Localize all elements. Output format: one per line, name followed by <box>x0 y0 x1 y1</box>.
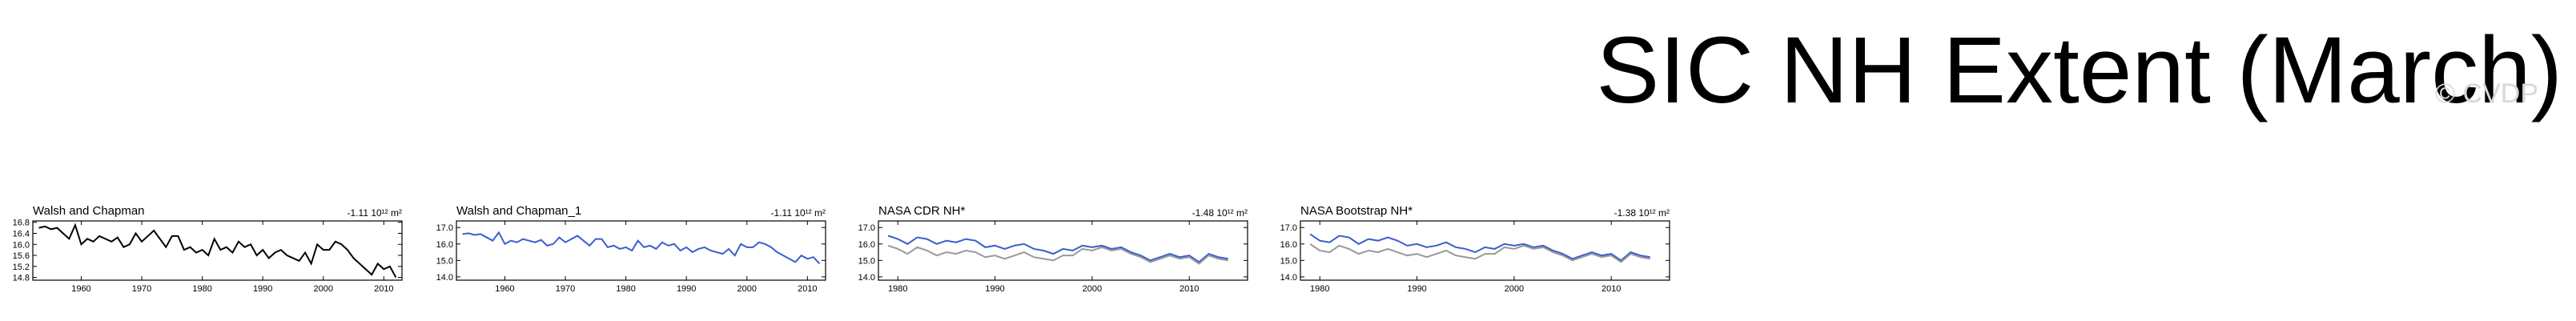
y-tick-label: 17.0 <box>858 223 875 233</box>
y-tick-label: 15.0 <box>436 256 453 266</box>
x-tick-label: 1960 <box>71 284 90 294</box>
data-line <box>38 223 397 279</box>
panel-title: Walsh and Chapman <box>33 204 145 218</box>
y-tick-label: 15.6 <box>13 251 30 261</box>
y-tick-label: 14.8 <box>13 274 30 283</box>
trend-annotation: -1.11 10¹² m² <box>348 207 402 219</box>
data-line <box>887 235 1228 263</box>
y-tick-label: 16.0 <box>436 240 453 250</box>
watermark: © CVDP <box>2435 78 2538 109</box>
plot-frame <box>878 220 1248 281</box>
x-tick-label: 2010 <box>798 284 817 294</box>
x-tick-label: 1970 <box>556 284 575 294</box>
x-tick-label: 2000 <box>1083 284 1102 294</box>
y-tick-label: 16.4 <box>13 229 30 239</box>
x-tick-label: 1980 <box>192 284 211 294</box>
page-title: SIC NH Extent (March) <box>1597 18 2562 123</box>
panel-title: NASA CDR NH* <box>878 204 966 218</box>
y-tick-label: 16.8 <box>13 219 30 228</box>
y-tick-label: 16.0 <box>858 240 875 250</box>
x-tick-label: 1990 <box>985 284 1004 294</box>
trend-annotation: -1.38 10¹² m² <box>1614 207 1670 219</box>
x-tick-label: 2000 <box>1505 284 1524 294</box>
x-tick-label: 1990 <box>253 284 272 294</box>
x-tick-label: 1980 <box>1310 284 1329 294</box>
x-tick-label: 2010 <box>1601 284 1621 294</box>
data-line <box>1309 233 1650 262</box>
y-tick-label: 16.0 <box>1280 240 1297 250</box>
data-line <box>462 231 821 265</box>
y-tick-label: 17.0 <box>436 223 453 233</box>
trend-annotation: -1.11 10¹² m² <box>771 207 826 219</box>
x-tick-label: 1990 <box>677 284 696 294</box>
plot-frame <box>1300 220 1670 281</box>
plot-frame <box>32 220 403 281</box>
data-line <box>1309 243 1650 263</box>
y-tick-label: 15.2 <box>13 263 30 272</box>
y-tick-label: 15.0 <box>1280 256 1297 266</box>
x-tick-label: 2000 <box>737 284 757 294</box>
x-tick-label: 1980 <box>616 284 635 294</box>
panel-title: Walsh and Chapman_1 <box>456 204 581 218</box>
x-tick-label: 1960 <box>495 284 514 294</box>
y-tick-label: 14.0 <box>436 273 453 283</box>
x-tick-label: 1990 <box>1407 284 1426 294</box>
y-tick-label: 14.0 <box>1280 273 1297 283</box>
y-tick-label: 15.0 <box>858 256 875 266</box>
data-line <box>887 244 1228 265</box>
y-tick-label: 14.0 <box>858 273 875 283</box>
x-tick-label: 2000 <box>314 284 333 294</box>
y-tick-label: 16.0 <box>13 240 30 250</box>
plot-frame <box>456 220 826 281</box>
trend-annotation: -1.48 10¹² m² <box>1192 207 1248 219</box>
x-tick-label: 1970 <box>132 284 151 294</box>
x-tick-label: 1980 <box>888 284 907 294</box>
x-tick-label: 2010 <box>374 284 393 294</box>
panel-title: NASA Bootstrap NH* <box>1300 204 1413 218</box>
x-tick-label: 2010 <box>1179 284 1199 294</box>
y-tick-label: 17.0 <box>1280 223 1297 233</box>
